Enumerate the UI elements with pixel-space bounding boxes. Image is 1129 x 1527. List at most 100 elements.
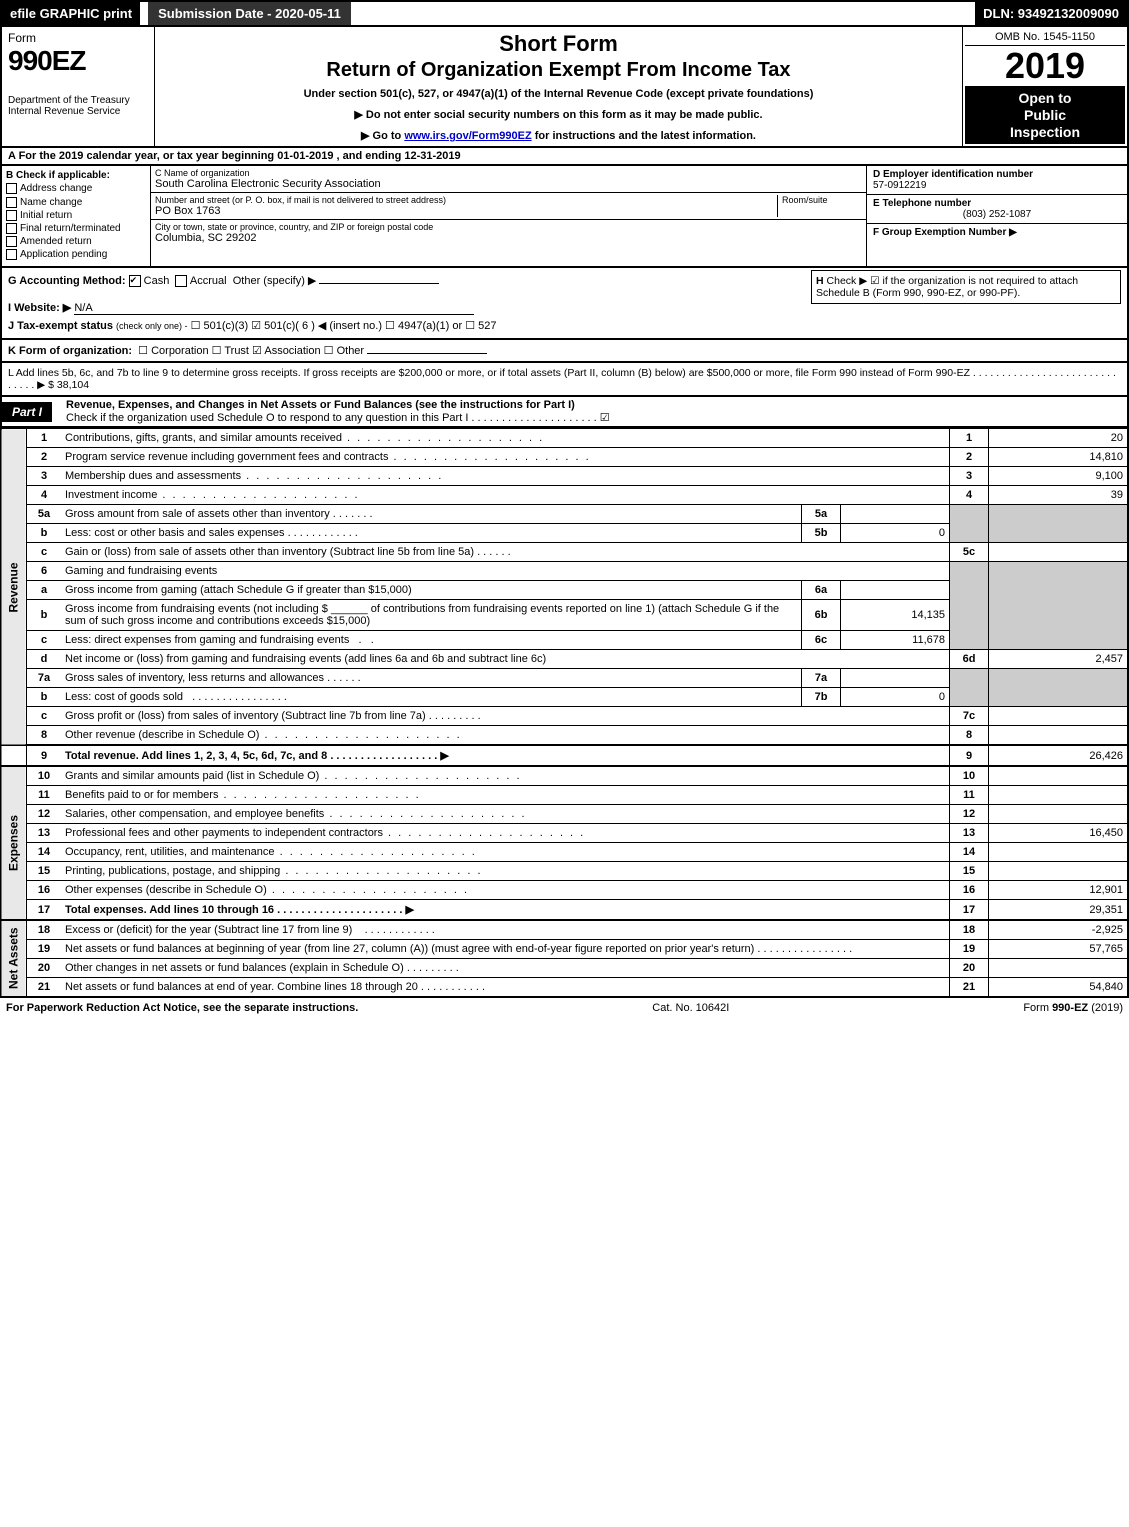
- line-8-num: 8: [27, 726, 62, 746]
- box-def: D Employer identification number 57-0912…: [866, 166, 1127, 266]
- line-17-num: 17: [27, 900, 62, 921]
- grey-cell: [989, 505, 1129, 543]
- omb-number: OMB No. 1545-1150: [965, 29, 1125, 46]
- submission-date: Submission Date - 2020-05-11: [148, 2, 351, 25]
- line-3-col: 3: [950, 467, 989, 486]
- part1-table: Revenue 1 Contributions, gifts, grants, …: [0, 428, 1129, 998]
- line-19-val: 57,765: [989, 940, 1129, 959]
- short-form-title: Short Form: [165, 31, 952, 57]
- line-7a-mn: 7a: [802, 669, 841, 688]
- line-1-val: 20: [989, 429, 1129, 448]
- line-5a-desc: Gross amount from sale of assets other t…: [65, 508, 330, 520]
- open-to-public: Open to Public Inspection: [965, 86, 1125, 144]
- line-6-num: 6: [27, 562, 62, 581]
- line-5a-mn: 5a: [802, 505, 841, 524]
- revenue-side-label: Revenue: [1, 429, 27, 746]
- k-other-input[interactable]: [367, 353, 487, 354]
- j-options: ☐ 501(c)(3) ☑ 501(c)( 6 ) ◀ (insert no.)…: [191, 320, 497, 332]
- line-9-desc: Total revenue. Add lines 1, 2, 3, 4, 5c,…: [65, 750, 449, 762]
- line-6d-desc: Net income or (loss) from gaming and fun…: [61, 650, 950, 669]
- chk-label: Initial return: [20, 210, 72, 221]
- line-17-col: 17: [950, 900, 989, 921]
- line-6c-mn: 6c: [802, 631, 841, 650]
- k-options: ☐ Corporation ☐ Trust ☑ Association ☐ Ot…: [138, 345, 364, 357]
- grey-cell: [950, 669, 989, 707]
- line-15-val: [989, 862, 1129, 881]
- chk-label: Amended return: [20, 236, 92, 247]
- chk-address-change[interactable]: Address change: [6, 183, 146, 194]
- cash-label: Cash: [144, 275, 170, 287]
- dln-label: DLN: 93492132009090: [975, 2, 1127, 25]
- line-3-desc: Membership dues and assessments: [65, 470, 443, 482]
- j-note: (check only one) -: [116, 321, 188, 331]
- line-10-num: 10: [27, 766, 62, 786]
- chk-label: Application pending: [20, 249, 107, 260]
- footer-left: For Paperwork Reduction Act Notice, see …: [6, 1002, 358, 1014]
- header-center: Short Form Return of Organization Exempt…: [155, 27, 962, 146]
- open-line1: Open to: [967, 90, 1123, 107]
- street-label: Number and street (or P. O. box, if mail…: [155, 195, 777, 205]
- j-label: J Tax-exempt status: [8, 320, 113, 332]
- line-5a-mv: [841, 505, 950, 524]
- line-5b-num: b: [27, 524, 62, 543]
- line-17-desc: Total expenses. Add lines 10 through 16 …: [65, 904, 414, 916]
- line-4-desc: Investment income: [65, 489, 360, 501]
- line-6d-col: 6d: [950, 650, 989, 669]
- line-4-num: 4: [27, 486, 62, 505]
- line-16-val: 12,901: [989, 881, 1129, 900]
- return-title: Return of Organization Exempt From Incom…: [165, 59, 952, 82]
- line-6d-num: d: [27, 650, 62, 669]
- line-16-desc: Other expenses (describe in Schedule O): [65, 884, 469, 896]
- line-2-desc: Program service revenue including govern…: [65, 451, 591, 463]
- line-10-desc: Grants and similar amounts paid (list in…: [65, 770, 522, 782]
- irs-link[interactable]: www.irs.gov/Form990EZ: [404, 130, 531, 142]
- section-ghij: H Check ▶ ☑ if the organization is not r…: [0, 268, 1129, 340]
- chk-initial-return[interactable]: Initial return: [6, 210, 146, 221]
- line-7b-num: b: [27, 688, 62, 707]
- i-label: I Website: ▶: [8, 302, 71, 314]
- line-13-val: 16,450: [989, 824, 1129, 843]
- efile-label: efile GRAPHIC print: [2, 2, 140, 25]
- line-5c-col: 5c: [950, 543, 989, 562]
- chk-final-return[interactable]: Final return/terminated: [6, 223, 146, 234]
- line-2-col: 2: [950, 448, 989, 467]
- part1-check-line: Check if the organization used Schedule …: [58, 412, 610, 424]
- org-name: South Carolina Electronic Security Assoc…: [155, 178, 862, 190]
- chk-label: Final return/terminated: [20, 223, 121, 234]
- tax-year: 2019: [965, 46, 1125, 86]
- tax-period-row: A For the 2019 calendar year, or tax yea…: [0, 148, 1129, 166]
- line-12-desc: Salaries, other compensation, and employ…: [65, 808, 527, 820]
- line-15-col: 15: [950, 862, 989, 881]
- line-6a-desc: Gross income from gaming (attach Schedul…: [61, 581, 802, 600]
- line-11-num: 11: [27, 786, 62, 805]
- line-3-val: 9,100: [989, 467, 1129, 486]
- line-6b-mv: 14,135: [841, 600, 950, 631]
- ssn-warning: ▶ Do not enter social security numbers o…: [165, 108, 952, 121]
- line-2-val: 14,810: [989, 448, 1129, 467]
- line-19-desc: Net assets or fund balances at beginning…: [65, 943, 754, 955]
- chk-amended-return[interactable]: Amended return: [6, 236, 146, 247]
- line-6a-mn: 6a: [802, 581, 841, 600]
- website-value: N/A: [74, 302, 474, 315]
- chk-application-pending[interactable]: Application pending: [6, 249, 146, 260]
- line-5c-val: [989, 543, 1129, 562]
- netassets-side-label: Net Assets: [1, 920, 27, 997]
- other-label: Other (specify) ▶: [233, 275, 317, 287]
- line-19-col: 19: [950, 940, 989, 959]
- line-5b-desc: Less: cost or other basis and sales expe…: [65, 527, 285, 539]
- part1-label: Part I: [2, 402, 52, 422]
- line-5b-mn: 5b: [802, 524, 841, 543]
- chk-cash[interactable]: [129, 275, 141, 287]
- chk-accrual[interactable]: [175, 275, 187, 287]
- ein-label: D Employer identification number: [873, 169, 1121, 180]
- blank-side: [1, 745, 27, 766]
- line-2-num: 2: [27, 448, 62, 467]
- chk-name-change[interactable]: Name change: [6, 197, 146, 208]
- group-exemption-label: F Group Exemption Number ▶: [873, 227, 1121, 238]
- line-1-col: 1: [950, 429, 989, 448]
- line-21-val: 54,840: [989, 978, 1129, 998]
- line-20-col: 20: [950, 959, 989, 978]
- grey-cell: [950, 562, 989, 650]
- other-specify-input[interactable]: [319, 283, 439, 284]
- line-21-desc: Net assets or fund balances at end of ye…: [65, 981, 418, 993]
